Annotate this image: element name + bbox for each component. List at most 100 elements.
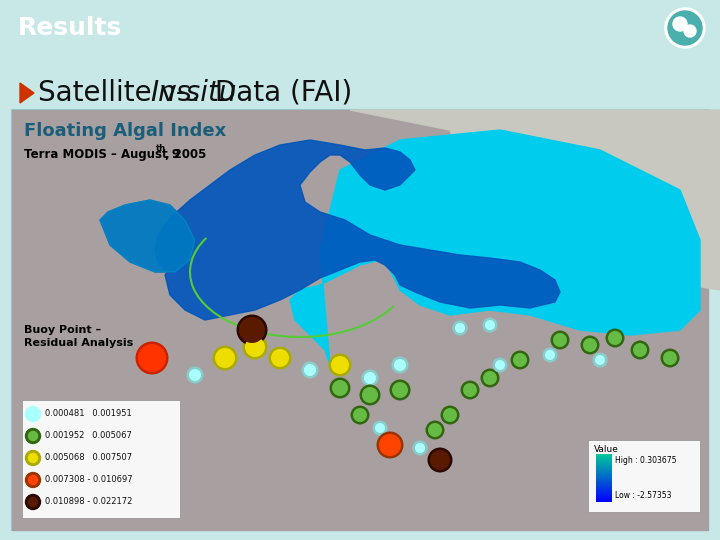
Bar [596, 485, 612, 486]
Circle shape [372, 421, 387, 435]
Circle shape [25, 450, 40, 465]
Text: Results: Results [18, 16, 122, 40]
Circle shape [452, 321, 467, 335]
Circle shape [186, 367, 204, 383]
Circle shape [483, 371, 497, 385]
Circle shape [463, 383, 477, 397]
Circle shape [428, 423, 442, 437]
Text: High : 0.303675: High : 0.303675 [615, 456, 677, 465]
Bar [596, 495, 612, 496]
Bar [596, 471, 612, 472]
FancyBboxPatch shape [588, 440, 700, 512]
Circle shape [545, 350, 555, 360]
Bar [596, 494, 612, 495]
Circle shape [29, 409, 37, 418]
Bar [596, 491, 612, 492]
Bar [596, 462, 612, 463]
Bar [596, 461, 612, 462]
Circle shape [415, 443, 425, 453]
Bar [596, 472, 612, 473]
Circle shape [243, 334, 268, 360]
Bar [596, 487, 612, 488]
Bar [596, 476, 612, 477]
Bar [596, 493, 612, 494]
Bar [596, 457, 612, 458]
Circle shape [332, 380, 348, 396]
Circle shape [364, 372, 376, 384]
Bar [596, 475, 612, 476]
Text: , 2005: , 2005 [165, 148, 207, 161]
Circle shape [668, 11, 702, 45]
Circle shape [428, 448, 452, 472]
Circle shape [441, 406, 459, 424]
Circle shape [485, 320, 495, 330]
Circle shape [455, 323, 465, 333]
Bar [596, 465, 612, 466]
Text: Value: Value [594, 445, 619, 454]
Polygon shape [155, 140, 560, 320]
Circle shape [361, 369, 379, 387]
Circle shape [580, 335, 600, 354]
Bar [596, 479, 612, 480]
Circle shape [392, 356, 408, 374]
Circle shape [362, 387, 378, 403]
Bar [596, 458, 612, 459]
Circle shape [375, 423, 385, 433]
Bar [596, 481, 612, 482]
Bar [596, 467, 612, 468]
Text: 0.000481   0.001951: 0.000481 0.001951 [45, 409, 132, 418]
Circle shape [553, 333, 567, 347]
Circle shape [542, 348, 557, 362]
Bar [596, 468, 612, 469]
Circle shape [138, 344, 166, 372]
Circle shape [29, 476, 37, 484]
Bar [12, 110, 708, 530]
Bar [596, 477, 612, 478]
Bar [596, 455, 612, 456]
FancyBboxPatch shape [12, 110, 708, 530]
Text: th: th [156, 144, 166, 153]
Bar [596, 483, 612, 484]
Circle shape [413, 441, 428, 456]
Bar [596, 499, 612, 500]
Bar [596, 480, 612, 481]
Circle shape [302, 361, 318, 379]
Bar [596, 463, 612, 464]
Circle shape [25, 429, 40, 443]
Circle shape [328, 354, 351, 376]
Text: 0.001952   0.005067: 0.001952 0.005067 [45, 431, 132, 441]
Circle shape [392, 382, 408, 398]
Bar [596, 497, 612, 498]
Text: Buoy Point –
Residual Analysis: Buoy Point – Residual Analysis [24, 325, 133, 348]
Text: Terra MODIS – August 9: Terra MODIS – August 9 [24, 148, 180, 161]
Text: Data (FAI): Data (FAI) [206, 79, 352, 107]
Circle shape [443, 408, 457, 422]
Circle shape [482, 318, 498, 333]
Circle shape [480, 368, 500, 388]
Circle shape [606, 328, 624, 348]
Circle shape [330, 377, 351, 399]
Text: Floating Algal Index: Floating Algal Index [24, 122, 226, 140]
Circle shape [684, 25, 696, 37]
Text: Low : -2.57353: Low : -2.57353 [615, 491, 672, 500]
Polygon shape [20, 83, 34, 103]
Polygon shape [350, 110, 720, 290]
Circle shape [189, 369, 201, 381]
Circle shape [663, 351, 677, 365]
Circle shape [394, 359, 406, 371]
Circle shape [595, 355, 605, 365]
Bar [596, 484, 612, 485]
Circle shape [593, 353, 608, 368]
Bar [596, 498, 612, 499]
Text: In-situ: In-situ [150, 79, 236, 107]
Circle shape [239, 317, 265, 343]
Bar [596, 470, 612, 471]
Circle shape [215, 348, 235, 368]
Bar [596, 460, 612, 461]
Circle shape [353, 408, 367, 422]
Circle shape [331, 356, 349, 374]
Circle shape [359, 384, 380, 406]
Polygon shape [100, 200, 195, 272]
Text: 0.010898 - 0.022172: 0.010898 - 0.022172 [45, 497, 132, 507]
Circle shape [269, 347, 292, 369]
